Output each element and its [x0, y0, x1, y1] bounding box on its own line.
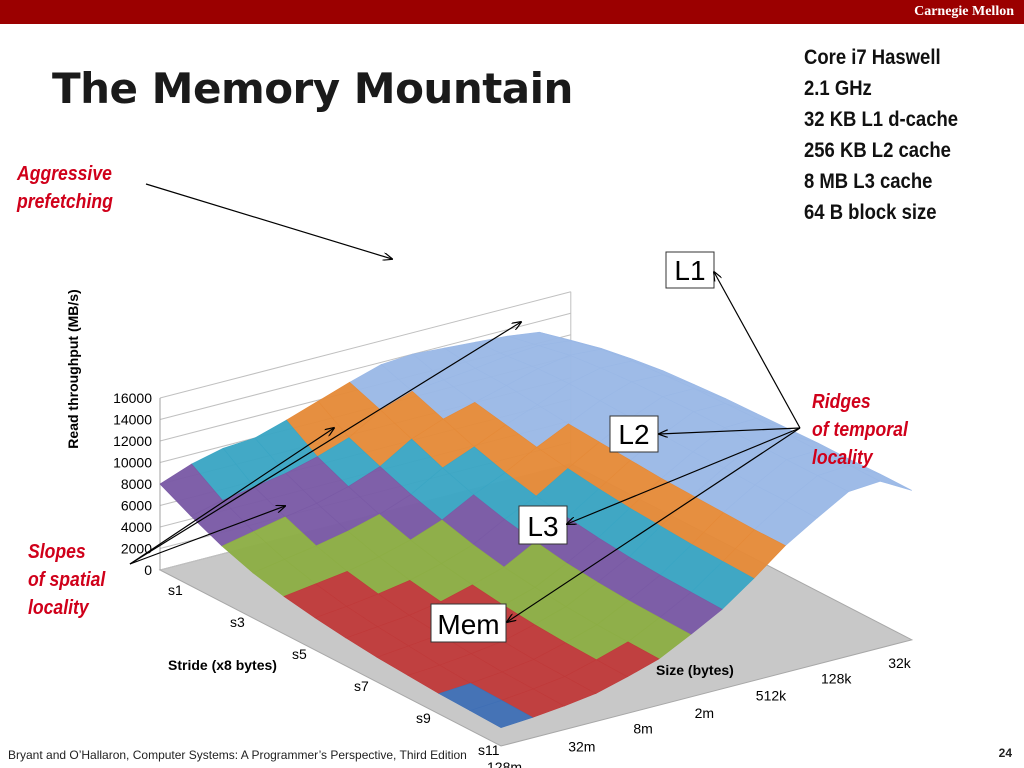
spec-l1: 32 KB L1 d-cache: [804, 108, 959, 131]
z-tick-label: 12000: [113, 433, 152, 449]
back-gridline: [159, 291, 571, 399]
z-tick-label: 16000: [113, 390, 152, 406]
annotation-ridges: Ridges of temporal locality: [812, 388, 908, 472]
y-axis-title: Size (bytes): [656, 662, 734, 678]
annotation-line: prefetching: [17, 191, 113, 213]
annotation-arrow: [129, 322, 521, 565]
size-tick-label: 2m: [695, 705, 714, 721]
size-tick-label: 128k: [821, 670, 852, 686]
z-axis-title: Read throughput (MB/s): [65, 289, 81, 448]
callout-label: Mem: [437, 609, 499, 640]
spec-clock: 2.1 GHz: [804, 77, 872, 100]
callout-box: [518, 505, 568, 545]
annotation-arrow: [129, 506, 285, 565]
size-tick-label: 512k: [756, 688, 787, 704]
stride-tick-label: s1: [168, 582, 183, 598]
spec-list: Core i7 Haswell 2.1 GHz 32 KB L1 d-cache…: [804, 42, 979, 228]
z-tick-label: 4000: [121, 519, 152, 535]
stride-tick-label: s3: [230, 614, 245, 630]
size-tick-label: 32m: [568, 739, 595, 755]
x-axis-title: Stride (x8 bytes): [168, 657, 277, 673]
z-tick-label: 0: [144, 562, 152, 578]
callout-label: L1: [674, 255, 705, 286]
spec-l2: 256 KB L2 cache: [804, 139, 951, 162]
stride-tick-label: s5: [292, 646, 307, 662]
surface-patch: [469, 699, 534, 729]
size-tick-label: 32k: [888, 655, 912, 671]
annotation-line: Slopes: [28, 541, 86, 563]
slide-title: The Memory Mountain: [52, 64, 573, 113]
spec-block: 64 B block size: [804, 201, 937, 224]
callout-box: [665, 251, 715, 289]
z-tick-label: 2000: [121, 541, 152, 557]
annotation-slopes: Slopes of spatial locality: [28, 538, 105, 622]
spec-processor: Core i7 Haswell: [804, 46, 941, 69]
annotation-arrow: [714, 272, 801, 429]
header-bar: Carnegie Mellon: [0, 0, 1024, 24]
callout-label: L3: [527, 511, 558, 542]
annotation-line: of spatial: [28, 569, 106, 591]
stride-tick-label: s11: [478, 742, 500, 758]
back-gridline: [159, 312, 571, 420]
z-tick-label: 14000: [113, 412, 152, 428]
annotation-aggressive-prefetching: Aggressive prefetching: [17, 160, 113, 216]
brand-label: Carnegie Mellon: [914, 4, 1014, 19]
annotation-line: locality: [28, 597, 89, 619]
annotation-line: Ridges: [812, 391, 871, 413]
footer-citation: Bryant and O’Hallaron, Computer Systems:…: [8, 748, 467, 762]
size-tick-label: 8m: [633, 720, 652, 736]
annotation-arrow: [129, 428, 334, 565]
annotation-line: locality: [812, 447, 873, 469]
annotation-arrow: [659, 427, 801, 434]
z-tick-label: 6000: [121, 498, 152, 514]
z-tick-label: 8000: [121, 476, 152, 492]
callout-box: [430, 603, 507, 643]
page-number: 24: [998, 746, 1012, 760]
spec-l3: 8 MB L3 cache: [804, 170, 933, 193]
annotation-arrow: [567, 427, 801, 524]
annotation-arrow: [507, 427, 801, 622]
size-tick-label: 128m: [487, 759, 522, 768]
annotation-arrow: [145, 183, 392, 259]
annotation-line: of temporal: [812, 419, 908, 441]
stride-tick-label: s9: [416, 710, 431, 726]
z-tick-label: 10000: [113, 455, 152, 471]
stride-tick-label: s7: [354, 678, 369, 694]
annotation-line: Aggressive: [17, 163, 112, 185]
callout-label: L2: [618, 419, 649, 450]
